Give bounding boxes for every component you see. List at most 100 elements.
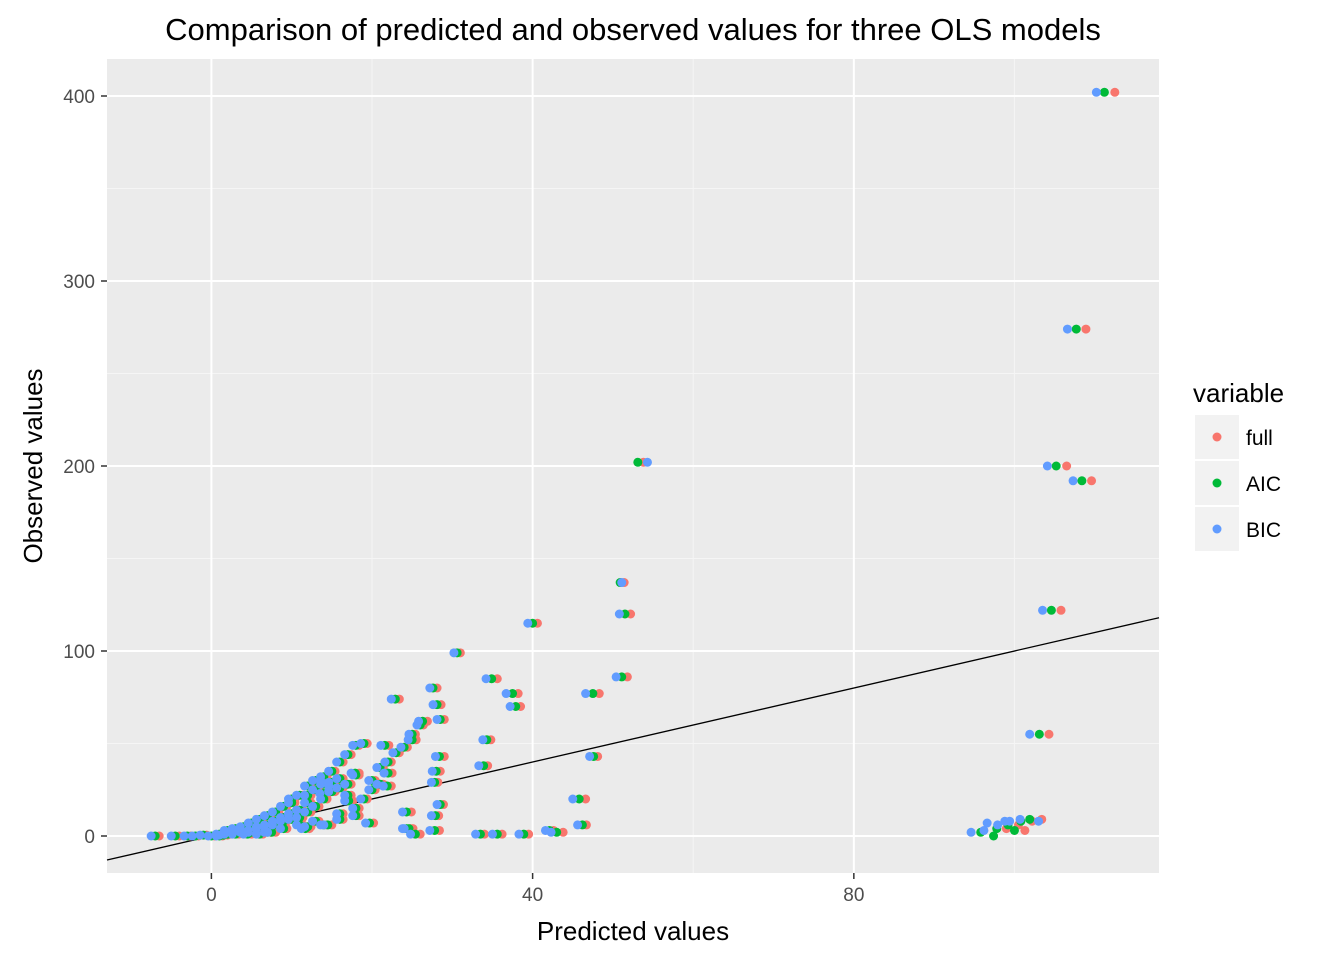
y-axis-title: Observed values (18, 368, 48, 563)
data-point (403, 735, 413, 745)
data-point (315, 788, 325, 798)
data-point (471, 829, 481, 839)
y-tick-label: 400 (63, 87, 95, 108)
data-point (585, 751, 595, 761)
data-point (501, 689, 511, 699)
data-point (300, 807, 310, 817)
data-point (292, 790, 302, 800)
y-axis-ticks: 0 100 200 300 400 (63, 87, 107, 848)
legend-title: variable (1193, 378, 1284, 408)
data-point (1051, 461, 1061, 471)
series-bic (146, 87, 1101, 841)
data-point (348, 740, 358, 750)
data-point (481, 674, 491, 684)
data-point (243, 818, 253, 828)
data-point (332, 814, 342, 824)
data-point (340, 779, 350, 789)
data-point (1081, 324, 1091, 334)
data-point (1062, 324, 1072, 334)
data-point (1056, 605, 1066, 615)
data-point (558, 827, 568, 837)
x-tick-label: 40 (522, 885, 543, 906)
data-point (275, 824, 285, 834)
data-point (308, 776, 318, 785)
data-point (432, 800, 442, 810)
legend-items: full AIC BIC (1195, 415, 1281, 551)
data-point (378, 781, 388, 791)
data-point (614, 609, 624, 619)
data-point (376, 740, 386, 750)
data-point (203, 831, 213, 841)
data-point (388, 748, 398, 758)
data-point (1110, 87, 1120, 97)
data-point (300, 781, 310, 791)
y-tick-label: 100 (63, 642, 95, 663)
data-point (324, 777, 334, 787)
data-point (1025, 814, 1035, 824)
data-point (324, 766, 334, 776)
data-point (316, 772, 326, 782)
data-point (275, 801, 285, 811)
data-point (361, 818, 371, 828)
data-point (275, 813, 285, 822)
data-point (308, 785, 318, 795)
data-point (308, 816, 318, 826)
data-point (267, 816, 277, 826)
data-point (300, 798, 310, 808)
data-point (1077, 476, 1087, 486)
data-point (1071, 324, 1081, 334)
x-axis-ticks: 0 40 80 (206, 873, 864, 906)
data-point (966, 827, 976, 837)
data-point (259, 811, 269, 821)
data-point (348, 803, 358, 813)
data-point (474, 761, 484, 771)
legend-label-aic: AIC (1246, 473, 1281, 496)
data-point (319, 820, 329, 830)
data-point (1062, 461, 1072, 471)
data-point (993, 820, 1003, 830)
data-point (982, 818, 992, 828)
data-point (425, 683, 435, 693)
data-point (1025, 729, 1035, 739)
data-point (430, 751, 440, 761)
data-point (364, 785, 374, 795)
data-point (300, 790, 310, 800)
data-point (1068, 476, 1078, 486)
data-point (296, 824, 306, 834)
data-point (364, 776, 374, 785)
data-point (340, 750, 350, 760)
data-point (340, 796, 350, 806)
data-point (187, 831, 197, 841)
data-point (292, 805, 302, 815)
data-point (1044, 729, 1054, 739)
data-point (617, 578, 627, 588)
data-point (251, 829, 261, 839)
data-point (166, 831, 176, 841)
scatter-points (146, 87, 1120, 841)
data-point (574, 794, 584, 804)
data-point (179, 831, 189, 841)
major-gridlines (107, 59, 1159, 873)
data-point (1091, 87, 1101, 97)
data-point (1009, 825, 1019, 835)
data-point (379, 768, 389, 778)
data-point (1020, 825, 1030, 835)
data-point (386, 694, 396, 704)
data-point (540, 825, 550, 835)
data-point (239, 829, 249, 839)
data-point (406, 829, 416, 839)
data-point (332, 757, 342, 767)
data-point (487, 829, 497, 839)
legend-swatch-aic (1212, 478, 1222, 488)
data-point (642, 457, 652, 467)
data-point (427, 766, 437, 776)
data-point (308, 801, 318, 811)
data-point (523, 618, 533, 628)
data-point (235, 822, 245, 832)
data-point (425, 825, 435, 835)
y-tick-label: 0 (84, 827, 95, 848)
data-point (195, 830, 205, 840)
data-point (283, 809, 293, 819)
data-point (611, 672, 621, 682)
